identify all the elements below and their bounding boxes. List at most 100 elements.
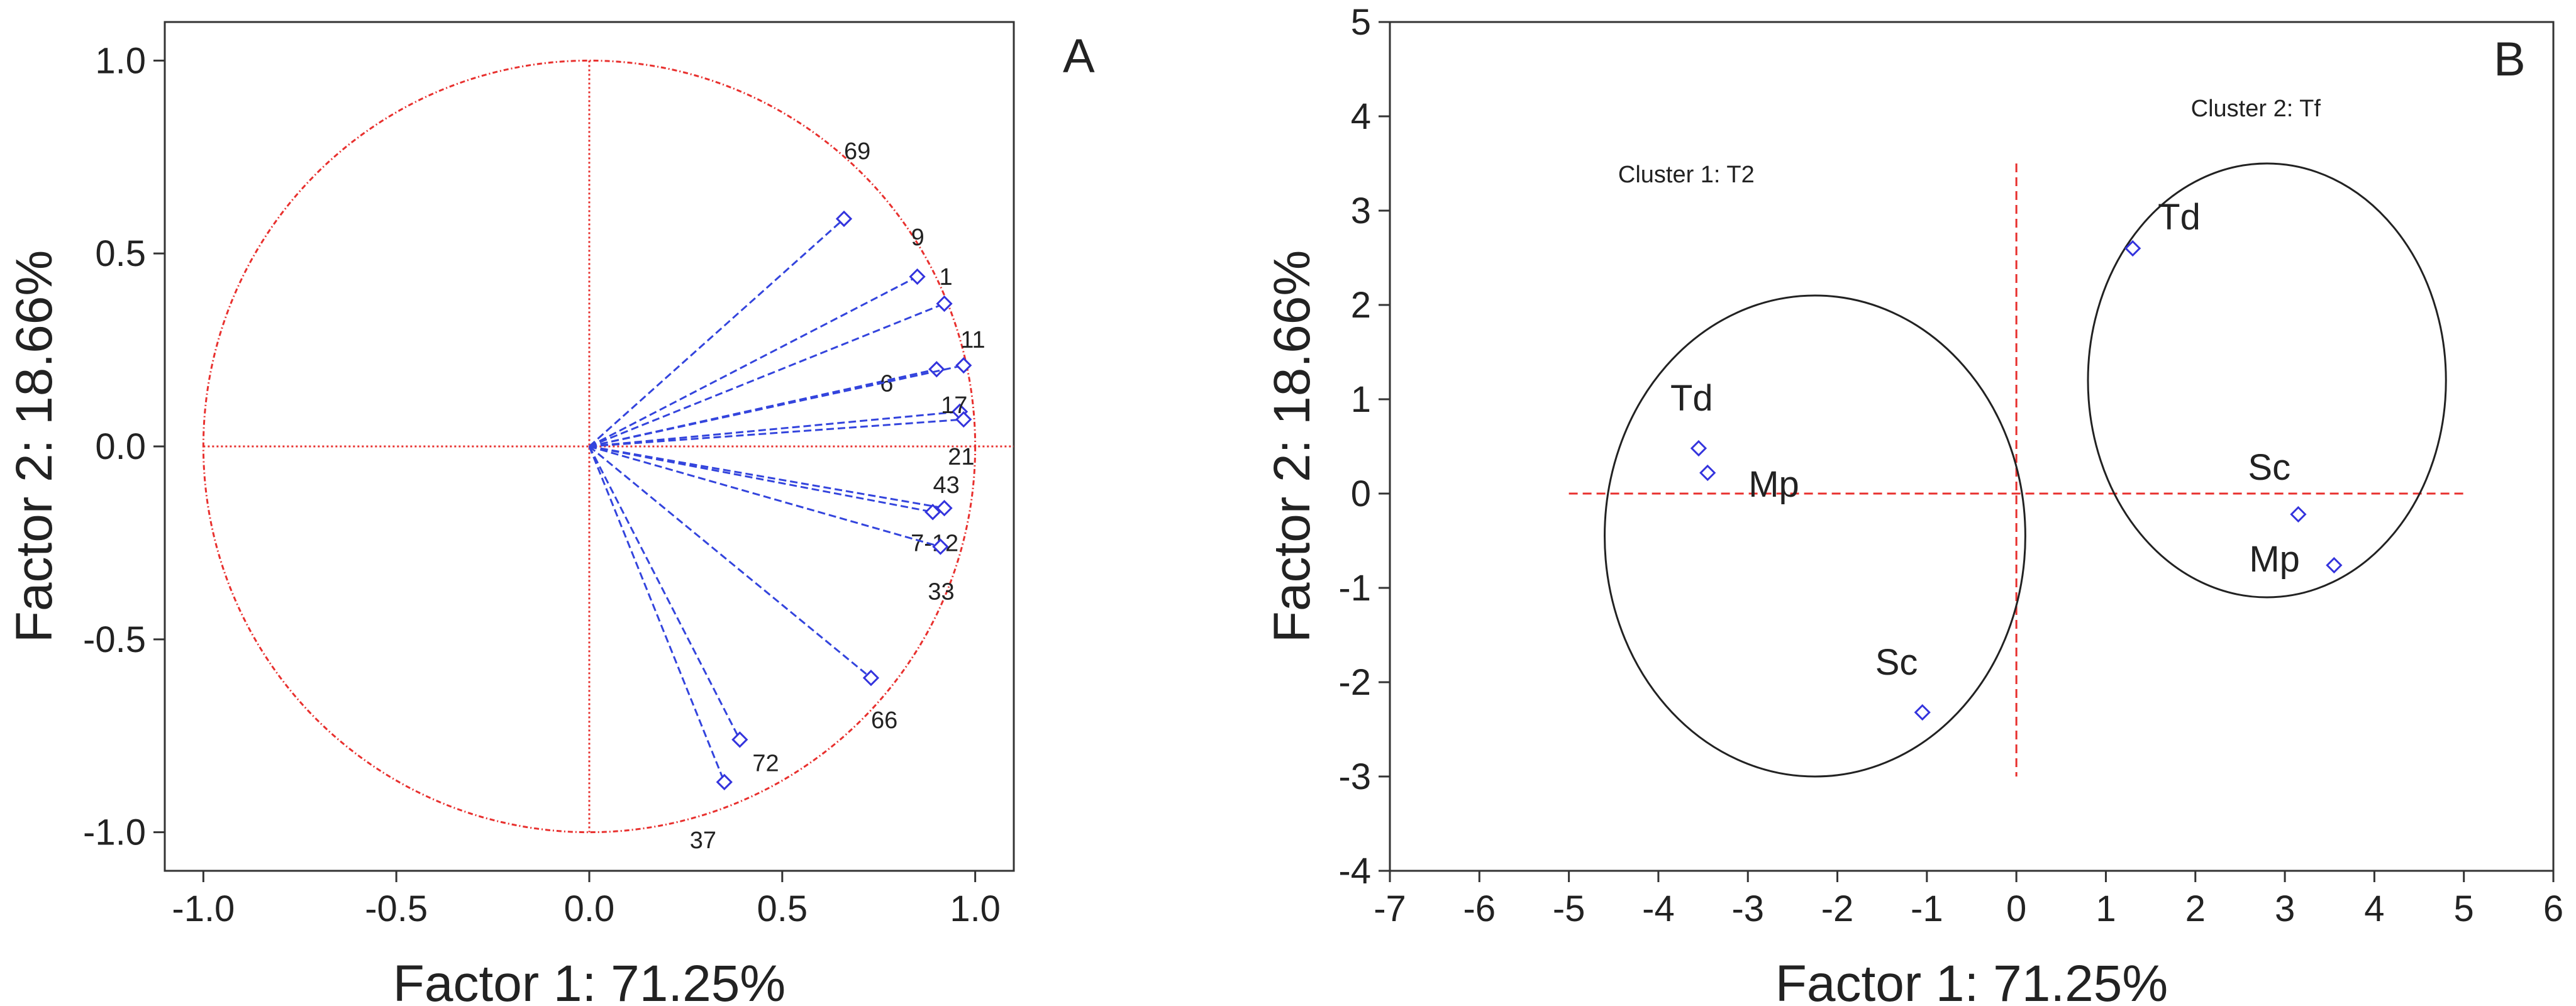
panel-b-clusters: Cluster 1: T2 Td Mp Sc Cluster 2: Tf Td Sc Mp — [1604, 96, 2447, 778]
panel-a-letter: A — [1063, 30, 1095, 83]
panel-b: Cluster 1: T2 Td Mp Sc Cluster 2: Tf Td Sc Mp -… — [1263, 2, 2563, 1006]
score-point-Td — [2124, 240, 2141, 257]
score-point-Sc — [2290, 506, 2307, 523]
loading-label-69: 69 — [844, 138, 870, 165]
y-tick-label: 0.5 — [95, 233, 146, 274]
x-tick-label: -1 — [1911, 888, 1943, 929]
loading-vector-1 — [589, 302, 945, 448]
panel-b-x-axis-title: Factor 1: 71.25% — [1775, 955, 2168, 1006]
y-tick-label: 2 — [1351, 285, 1371, 326]
x-tick-label: 4 — [2364, 888, 2384, 929]
loading-point-69 — [835, 210, 853, 228]
x-tick-label: 6 — [2543, 888, 2563, 929]
loading-label-11: 11 — [960, 327, 985, 353]
panel-a-x-axis-title: Factor 1: 71.25% — [393, 955, 786, 1006]
panel-b-y-axis-title: Factor 2: 18.66% — [1263, 250, 1321, 643]
x-tick-label: -3 — [1731, 888, 1764, 929]
y-tick-label: -2 — [1338, 662, 1371, 703]
loading-point-21 — [955, 411, 972, 428]
cluster-ellipse — [2087, 162, 2447, 599]
loading-point-37 — [716, 773, 733, 790]
y-tick-label: 0.0 — [95, 426, 146, 467]
loading-vector-43 — [589, 445, 945, 509]
y-tick-label: -1.0 — [83, 812, 146, 853]
x-tick-label: 0.0 — [564, 888, 615, 929]
x-tick-label: 0.5 — [757, 888, 808, 929]
loading-point-11 — [955, 357, 972, 374]
y-tick-label: 0 — [1351, 473, 1371, 514]
x-tick-label: -0.5 — [365, 888, 428, 929]
score-label-Sc: Sc — [2248, 447, 2290, 488]
loading-point-33 — [932, 538, 949, 555]
y-tick-label: -3 — [1338, 756, 1371, 797]
loading-vector-7-12 — [589, 445, 933, 513]
cluster-label: Cluster 1: T2 — [1618, 162, 1755, 188]
x-tick-label: 2 — [2185, 888, 2206, 929]
loading-point-72 — [731, 731, 748, 748]
y-tick-label: -0.5 — [83, 619, 146, 660]
loading-point-1 — [936, 295, 953, 312]
loading-label-21: 21 — [948, 444, 974, 470]
x-tick-label: 5 — [2454, 888, 2474, 929]
y-tick-label: 4 — [1351, 96, 1371, 137]
score-point-Td — [1690, 439, 1707, 457]
panel-a-ticks: -1.0 -0.5 0.0 0.5 1.0 -1.0 -0.5 0.0 0.5 1.0 — [83, 40, 1001, 929]
loading-vector-17 — [589, 411, 960, 448]
panel-a-y-axis-title: Factor 2: 18.66% — [6, 250, 63, 643]
cluster-ellipse — [1604, 294, 2026, 778]
score-label-Td: Td — [2158, 197, 2201, 238]
loading-vector-69 — [589, 218, 845, 448]
y-tick-label: 1 — [1351, 379, 1371, 420]
loading-label-7-12: 7-12 — [911, 530, 958, 556]
x-tick-label: 1 — [2096, 888, 2116, 929]
x-tick-label: -7 — [1374, 888, 1406, 929]
loading-label-9: 9 — [911, 224, 924, 251]
x-tick-label: -2 — [1821, 888, 1854, 929]
y-tick-label: -1 — [1338, 568, 1371, 609]
cluster-2: Cluster 2: Tf Td Sc Mp — [2087, 96, 2447, 599]
loading-point-6 — [928, 361, 945, 378]
cluster-label: Cluster 2: Tf — [2191, 96, 2321, 122]
loading-vector-33 — [589, 445, 941, 548]
loading-vector-21 — [589, 418, 964, 448]
score-label-Mp: Mp — [2249, 539, 2300, 580]
panel-b-plot-frame — [1389, 21, 2555, 872]
x-tick-label: 3 — [2275, 888, 2295, 929]
y-tick-label: -4 — [1338, 851, 1371, 892]
panel-b-ticks: -7 -6 -5 -4 -3 -2 -1 0 1 2 3 4 5 6 -4 -3 -2 -1 0 1 2 3 4 5 — [1338, 2, 2563, 929]
y-tick-label: 3 — [1351, 191, 1371, 231]
x-tick-label: -1.0 — [172, 888, 235, 929]
cluster-1: Cluster 1: T2 Td Mp Sc — [1604, 162, 2026, 778]
score-point-Mp — [1699, 464, 1716, 482]
x-tick-label: -6 — [1463, 888, 1496, 929]
score-label-Td: Td — [1670, 378, 1713, 419]
loading-vector-66 — [589, 445, 872, 679]
loading-point-66 — [862, 670, 880, 687]
score-point-Mp — [2326, 556, 2343, 574]
loading-vector-37 — [588, 446, 726, 783]
loading-label-37: 37 — [690, 827, 716, 854]
y-tick-label: 5 — [1351, 2, 1371, 43]
loading-label-43: 43 — [933, 472, 960, 499]
loading-point-9 — [909, 268, 926, 285]
x-tick-label: 1.0 — [950, 888, 1001, 929]
loading-point-7-12 — [924, 504, 941, 521]
loading-label-6: 6 — [880, 370, 893, 397]
loading-vector-11 — [589, 364, 964, 448]
loading-label-66: 66 — [871, 707, 897, 734]
loading-point-43 — [936, 500, 953, 517]
x-tick-label: -5 — [1553, 888, 1585, 929]
y-tick-label: 1.0 — [95, 40, 146, 81]
score-label-Mp: Mp — [1748, 464, 1799, 505]
panel-a-reference-lines — [202, 59, 1014, 834]
loading-vector-9 — [589, 275, 918, 448]
score-label-Sc: Sc — [1875, 642, 1918, 683]
loading-vector-72 — [588, 446, 741, 741]
loading-label-1: 1 — [940, 264, 953, 290]
loading-label-33: 33 — [928, 579, 954, 605]
panel-b-letter: B — [2494, 33, 2526, 86]
loading-label-72: 72 — [752, 750, 779, 777]
